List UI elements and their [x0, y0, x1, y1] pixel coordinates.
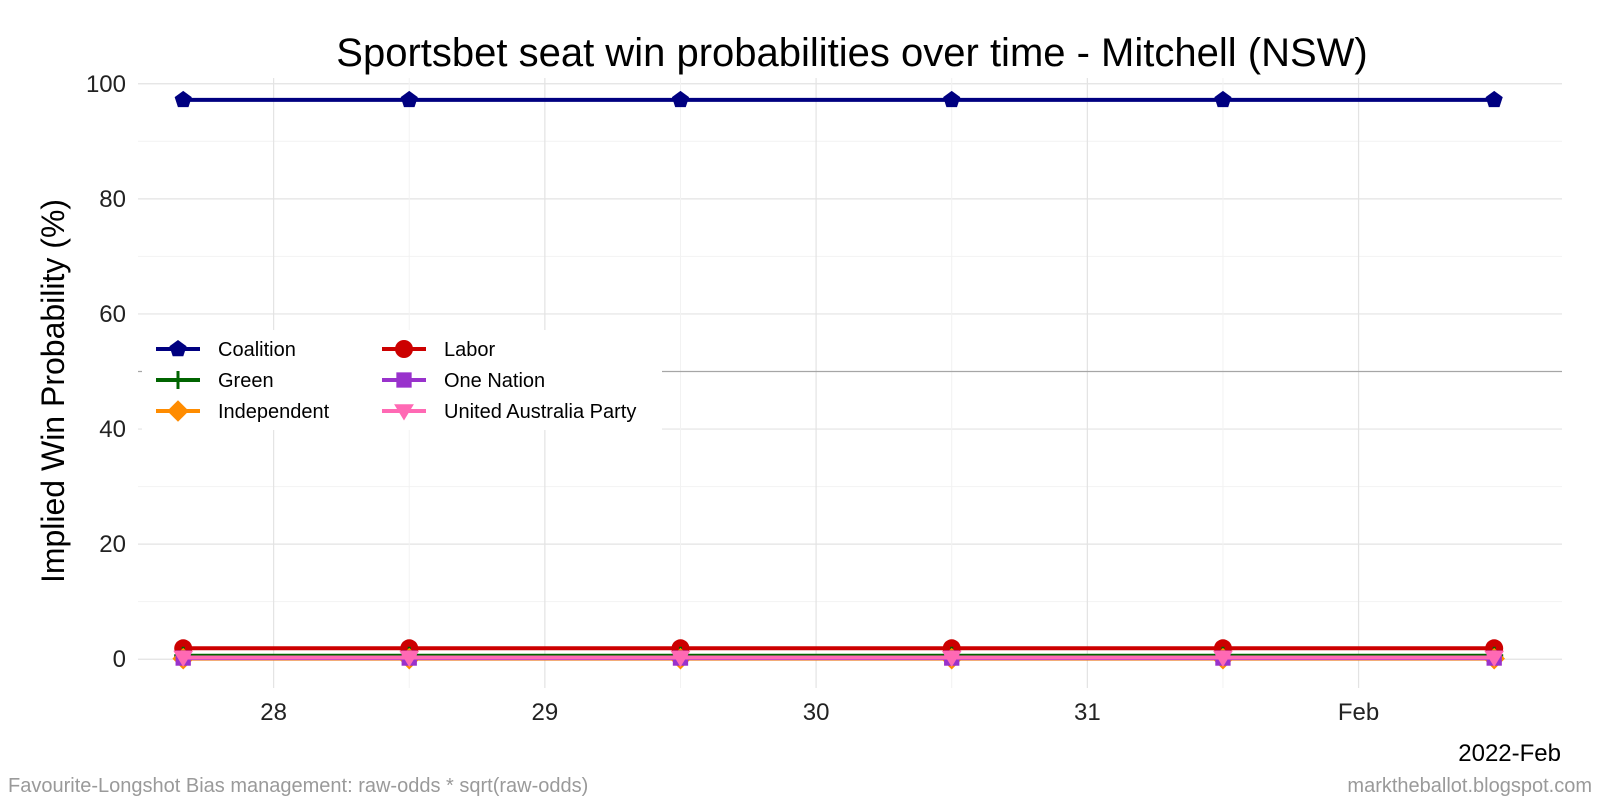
y-tick-label: 0	[113, 646, 126, 673]
caption-left: Favourite-Longshot Bias management: raw-…	[8, 775, 588, 797]
legend-label: Independent	[218, 401, 330, 423]
legend-key-marker	[167, 400, 189, 422]
data-point	[671, 90, 690, 108]
x-tick-label: 30	[803, 699, 830, 726]
data-point	[670, 650, 691, 667]
x-tick-label: 31	[1074, 699, 1101, 726]
data-point	[1485, 90, 1503, 108]
chart-title: Sportsbet seat win probabilities over ti…	[336, 31, 1367, 75]
x-tick-label: Feb	[1338, 699, 1379, 726]
data-point	[173, 650, 194, 667]
x-axis-date-note: 2022-Feb	[1458, 740, 1561, 767]
legend-item: One Nation	[382, 370, 545, 392]
legend-item: Green	[156, 370, 274, 392]
legend-label: Labor	[444, 339, 495, 361]
legend-item: United Australia Party	[382, 401, 636, 423]
series-coalition	[174, 90, 1503, 108]
data-point	[1484, 650, 1505, 667]
data-point	[941, 650, 962, 667]
y-tick-label: 80	[99, 186, 126, 213]
y-tick-label: 40	[99, 416, 126, 443]
legend-item: Independent	[156, 400, 330, 423]
data-point	[400, 90, 418, 108]
data-point	[399, 650, 420, 667]
legend-item: Labor	[382, 339, 495, 361]
legend-item: Coalition	[156, 339, 296, 361]
legend-key-marker	[169, 340, 187, 357]
data-point	[1214, 90, 1232, 108]
series-layer	[172, 90, 1505, 670]
legend-label: United Australia Party	[444, 401, 636, 423]
legend-label: One Nation	[444, 370, 545, 392]
x-tick-label: 29	[532, 699, 559, 726]
x-tick-label: 28	[260, 699, 287, 726]
data-point	[1213, 650, 1233, 667]
y-tick-label: 60	[99, 301, 126, 328]
legend-label: Coalition	[218, 339, 296, 361]
legend-key-marker	[396, 372, 412, 388]
data-point	[943, 90, 961, 108]
legend-key-marker	[169, 371, 187, 389]
data-point	[174, 90, 192, 108]
legend-label: Green	[218, 370, 274, 392]
y-tick-label: 20	[99, 531, 126, 558]
caption-right: marktheballot.blogspot.com	[1347, 775, 1592, 797]
y-axis-label: Implied Win Probability (%)	[35, 199, 71, 583]
series-united-australia-party	[173, 650, 1505, 667]
legend-key-marker	[395, 340, 413, 358]
x-axis-ticks: 28 29 30 31 Feb	[260, 699, 1379, 726]
legend-key-marker	[394, 404, 414, 421]
legend: Coalition Labor Green One Nation Independent…	[142, 330, 662, 430]
y-axis-ticks: 0 20 40 60 80 100	[86, 71, 126, 673]
y-tick-label: 100	[86, 71, 126, 98]
